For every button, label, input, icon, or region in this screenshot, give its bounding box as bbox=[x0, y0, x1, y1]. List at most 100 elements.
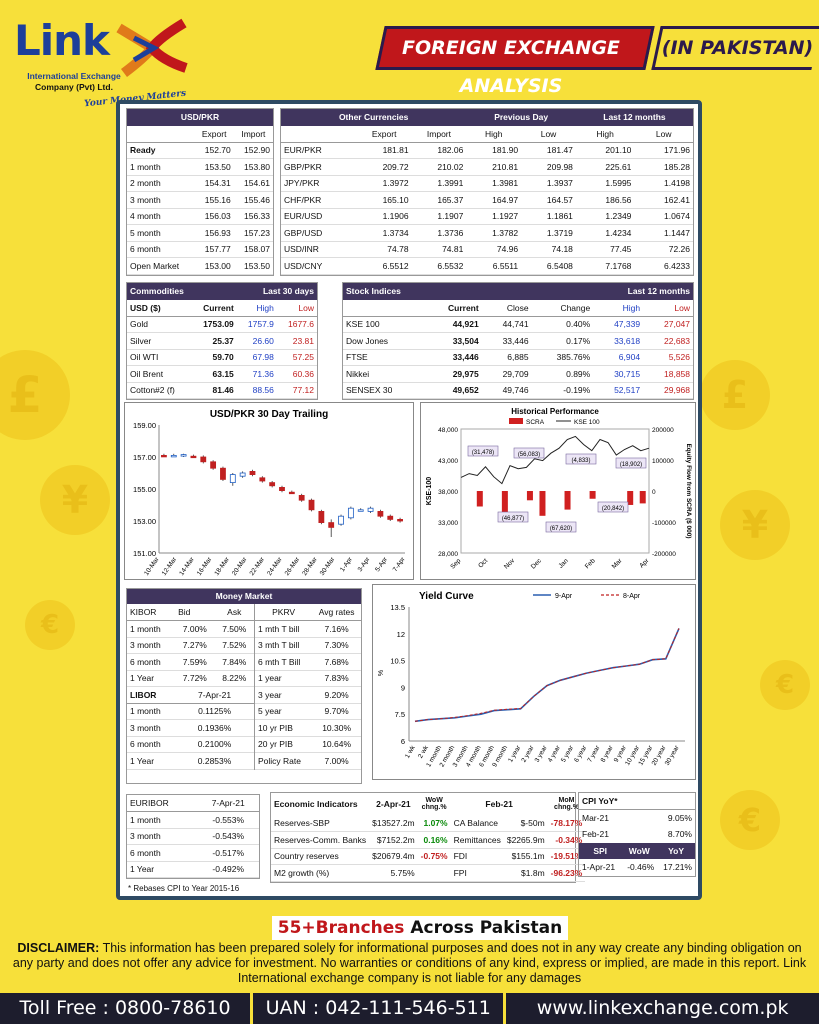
scra-bar bbox=[589, 491, 596, 499]
candle bbox=[328, 522, 335, 528]
candle bbox=[200, 456, 207, 463]
flow-label: (31,478) bbox=[472, 450, 494, 456]
cpi-table: CPI YoY* Mar-21 9.05% Feb-21 8.70% SPI WoW Y… bbox=[578, 792, 696, 877]
table-cell: 49,652 bbox=[424, 382, 482, 399]
legend-swatch-scra bbox=[509, 418, 523, 424]
website-link[interactable]: www.linkexchange.com.pk bbox=[536, 997, 789, 1019]
table-cell: 6.5408 bbox=[521, 257, 576, 275]
table-cell: $7152.2m bbox=[369, 831, 418, 849]
col: High bbox=[466, 125, 522, 143]
table-cell: -0.34% bbox=[547, 831, 586, 849]
usdpkr-30day-chart: USD/PKR 30 Day Trailing 151.00 153.00 155.0… bbox=[124, 402, 414, 580]
table-cell: 0.2853% bbox=[175, 752, 254, 770]
table-cell: 9.20% bbox=[312, 686, 361, 704]
y-tick-label: 48,000 bbox=[438, 427, 458, 434]
table-cell: 1753.09 bbox=[190, 316, 237, 333]
table-row: 3 mth T bill 7.30% bbox=[255, 637, 361, 654]
table-row: JPY/PKR 1.3972 1.3991 1.3981 1.3937 1.5995 1.4… bbox=[281, 175, 693, 192]
table-cell: 1677.6 bbox=[276, 316, 317, 333]
table-cell: $2265.9m bbox=[503, 831, 548, 849]
col: SPI bbox=[579, 842, 622, 859]
table-cell: 152.90 bbox=[233, 142, 273, 159]
table-cell: $13527.2m bbox=[369, 815, 418, 832]
coin-pound-icon: £ bbox=[700, 360, 770, 430]
table-cell: $155.1m bbox=[503, 848, 548, 865]
y-tick-label: 9 bbox=[401, 683, 405, 692]
y-tick-label: 157.00 bbox=[133, 453, 156, 462]
libor-title: LIBOR bbox=[127, 686, 176, 704]
candle bbox=[347, 507, 354, 519]
commod-title: Commodities bbox=[127, 283, 237, 300]
econ-date: 2-Apr-21 bbox=[376, 799, 411, 809]
logo-mark-icon bbox=[116, 18, 188, 77]
table-cell: 27,047 bbox=[643, 316, 693, 333]
table-cell: 3 month bbox=[127, 191, 195, 209]
table-cell: 25.37 bbox=[190, 332, 237, 350]
table-row: Dow Jones 33,504 33,446 0.17% 33,618 22,683 bbox=[343, 332, 693, 350]
stocks-title: Stock Indices bbox=[343, 283, 532, 300]
table-cell: 7.59% bbox=[175, 653, 215, 671]
col-import: Import bbox=[233, 125, 273, 143]
banner-title: FOREIGN EXCHANGE ANALYSIS bbox=[402, 37, 620, 97]
x-tick-label: 28-Mar bbox=[301, 555, 319, 577]
table-cell: 3 month bbox=[127, 719, 176, 737]
table-cell: SENSEX 30 bbox=[343, 382, 425, 399]
col: Low bbox=[634, 125, 693, 143]
table-cell: Oil WTI bbox=[127, 349, 191, 366]
candle bbox=[210, 461, 217, 469]
table-row: 6 month -0.517% bbox=[127, 844, 259, 862]
x-tick-label: 12-Mar bbox=[161, 555, 179, 577]
col: Ask bbox=[214, 604, 254, 621]
table-cell: 74.18 bbox=[521, 241, 576, 258]
table-cell: 1 mth T bill bbox=[255, 620, 313, 638]
col: Current bbox=[424, 299, 482, 317]
table-cell: 1.1907 bbox=[411, 208, 467, 225]
y2-tick-label: 0 bbox=[652, 489, 656, 496]
y-tick-label: 7.5 bbox=[395, 710, 405, 719]
disclaimer: DISCLAIMER: This information has been pr… bbox=[10, 941, 809, 986]
candle bbox=[190, 455, 197, 459]
candle bbox=[220, 467, 226, 480]
table-cell: 0.1125% bbox=[175, 703, 254, 720]
table-cell: 155.16 bbox=[194, 191, 234, 209]
table-cell: 156.93 bbox=[194, 224, 234, 242]
table-cell: 2 month bbox=[127, 175, 195, 192]
candle bbox=[161, 455, 167, 458]
yield-curve-chart: Yield Curve 9-Apr 8-Apr 13.5 12 10.5 9 7.5 6% 1 w… bbox=[372, 584, 696, 780]
candle bbox=[269, 482, 276, 487]
table-cell: 1.07% bbox=[417, 815, 451, 832]
candle bbox=[308, 499, 315, 511]
table-cell: EUR/USD bbox=[281, 208, 357, 225]
cpi-month: Feb-21 bbox=[582, 829, 609, 840]
col: High bbox=[593, 299, 644, 317]
table-cell: 1.3937 bbox=[521, 175, 576, 192]
table-cell: 225.61 bbox=[575, 158, 635, 176]
stock-indices-table: Stock Indices Last 12 months Current Close… bbox=[342, 282, 694, 400]
legend-9apr: 9-Apr bbox=[555, 593, 573, 600]
table-row: 6 month 0.2100% bbox=[127, 736, 254, 753]
col: Low bbox=[643, 299, 693, 317]
table-cell: 9.70% bbox=[312, 703, 361, 720]
x-tick-label: 20-Mar bbox=[231, 555, 249, 577]
region-banner: (IN PAKISTAN) bbox=[651, 26, 819, 70]
table-cell: 5.75% bbox=[369, 864, 418, 882]
table-cell: 6 month bbox=[127, 241, 195, 258]
table-cell: 164.57 bbox=[521, 191, 576, 209]
table-cell: -0.553% bbox=[197, 811, 259, 829]
table-row: 5 month 156.93 157.23 bbox=[127, 224, 273, 242]
table-row: Country reserves $20679.4m -0.75% FDI $155.1… bbox=[271, 848, 586, 865]
candle bbox=[249, 471, 256, 476]
col: Export bbox=[356, 125, 412, 143]
table-cell: CA Balance bbox=[450, 815, 504, 832]
table-row: M2 growth (%) 5.75% FPI $1.8m -96.23% bbox=[271, 864, 586, 882]
col: Bid bbox=[175, 604, 215, 621]
table-cell: 162.41 bbox=[634, 191, 693, 209]
x-tick-label: Sep bbox=[449, 557, 462, 570]
yield-svg: Yield Curve 9-Apr 8-Apr 13.5 12 10.5 9 7.5 6% 1 w… bbox=[378, 591, 685, 768]
x-tick-label: 7-Apr bbox=[392, 555, 407, 573]
stocks-sub: Last 12 months bbox=[531, 283, 693, 300]
brand-logo: Link International Exchange Company (Pvt… bbox=[14, 16, 194, 109]
table-cell: 1.5995 bbox=[575, 175, 635, 192]
table-cell: 60.36 bbox=[276, 365, 317, 383]
col: High bbox=[236, 299, 277, 317]
